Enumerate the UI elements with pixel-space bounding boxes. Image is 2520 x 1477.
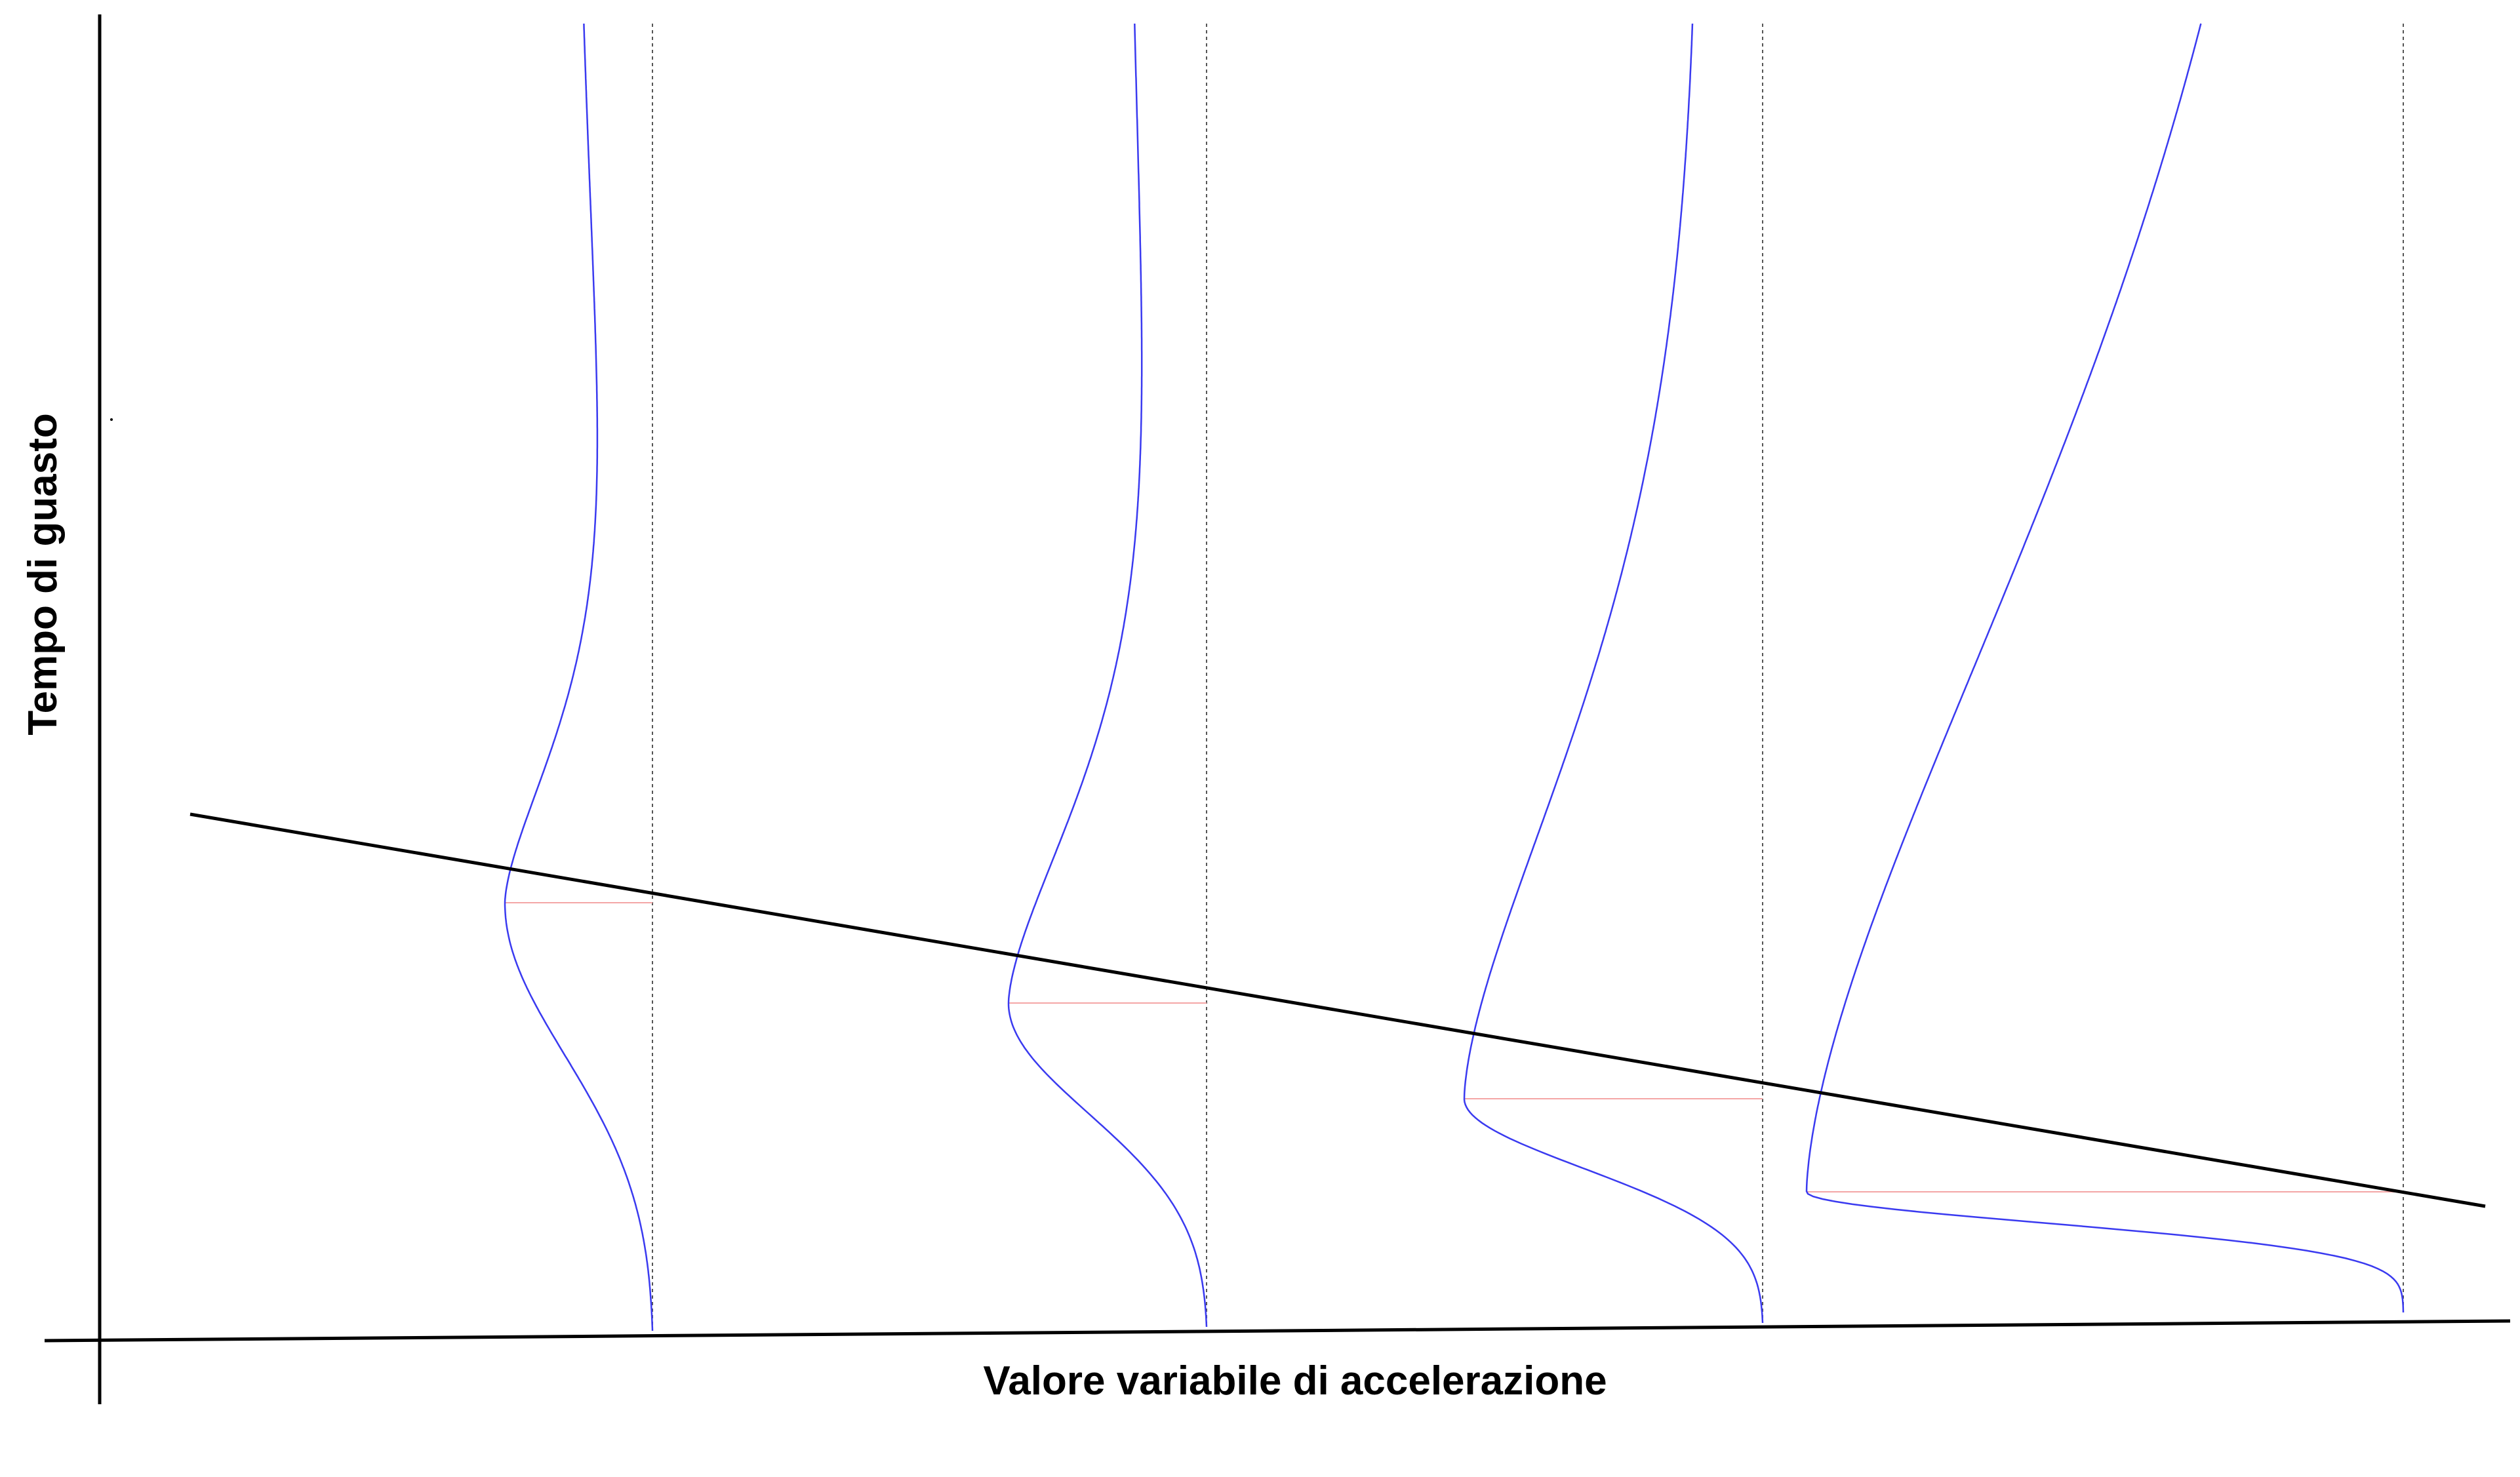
level-guides bbox=[652, 24, 2404, 1331]
y-axis-label: Tempo di guasto bbox=[20, 413, 66, 735]
distribution-curve bbox=[1463, 23, 1764, 1324]
distribution-curve bbox=[1805, 23, 2405, 1313]
distribution-curve bbox=[504, 23, 654, 1331]
axis-dot bbox=[110, 418, 113, 421]
distribution-curves bbox=[504, 23, 2405, 1331]
mode-markers bbox=[505, 902, 2403, 1192]
x-axis-label: Valore variabile di accelerazione bbox=[983, 1358, 1607, 1404]
x-axis bbox=[44, 1319, 2511, 1343]
life-stress-trend-line bbox=[190, 812, 2486, 1208]
distribution-curve bbox=[1007, 23, 1208, 1328]
